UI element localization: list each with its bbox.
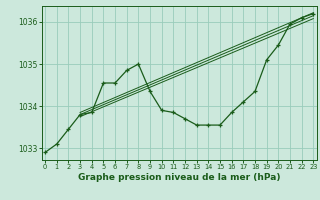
X-axis label: Graphe pression niveau de la mer (hPa): Graphe pression niveau de la mer (hPa) bbox=[78, 173, 280, 182]
